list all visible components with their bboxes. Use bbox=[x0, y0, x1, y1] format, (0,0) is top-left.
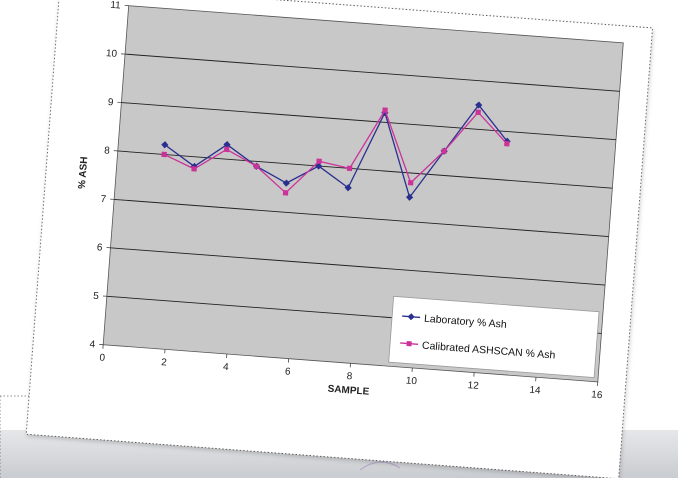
data-point-laboratory bbox=[475, 101, 483, 109]
x-tick-label: 0 bbox=[99, 352, 106, 363]
data-point-ashscan bbox=[407, 179, 414, 186]
data-point-ashscan bbox=[191, 166, 197, 172]
y-tick-label: 7 bbox=[100, 194, 107, 205]
x-axis: 0 2 4 6 8 10 12 14 16 bbox=[99, 344, 603, 401]
y-tick-label: 9 bbox=[107, 97, 114, 108]
legend-marker-laboratory bbox=[407, 313, 415, 321]
x-tick-label: 6 bbox=[284, 366, 291, 377]
y-axis: 4 5 6 7 8 9 10 11 bbox=[89, 0, 129, 351]
gridline-y bbox=[114, 198, 609, 238]
series-line-1 bbox=[163, 109, 508, 194]
x-tick-label: 2 bbox=[161, 357, 168, 368]
data-point-ashscan bbox=[382, 107, 388, 113]
legend: Laboratory % Ash Calibrated ASHSCAN % As… bbox=[388, 295, 600, 379]
y-tick-label: 10 bbox=[105, 48, 117, 60]
x-axis-title: SAMPLE bbox=[327, 384, 370, 398]
gridline-y bbox=[117, 150, 613, 189]
data-point-laboratory bbox=[344, 184, 352, 192]
data-point-laboratory bbox=[282, 179, 290, 187]
x-tick-label: 8 bbox=[346, 371, 353, 382]
y-tick-label: 5 bbox=[93, 291, 100, 302]
background-faint-curve bbox=[359, 461, 401, 471]
legend-box bbox=[388, 295, 600, 379]
gridline-y bbox=[121, 102, 617, 141]
gridline-y bbox=[110, 247, 606, 286]
legend-marker-ashscan bbox=[406, 340, 412, 347]
x-tick-label: 4 bbox=[223, 362, 230, 373]
y-tick-label: 4 bbox=[89, 339, 96, 350]
data-point-ashscan bbox=[223, 146, 230, 153]
data-point-ashscan bbox=[504, 140, 510, 147]
data-point-ashscan bbox=[253, 163, 260, 170]
gridline-y bbox=[125, 53, 620, 92]
data-point-ashscan bbox=[441, 148, 447, 154]
data-point-ashscan bbox=[161, 151, 167, 158]
data-point-laboratory bbox=[223, 140, 231, 149]
data-point-laboratory bbox=[315, 162, 323, 170]
y-tick-label: 6 bbox=[96, 242, 103, 253]
y-tick-label: 8 bbox=[104, 145, 111, 156]
x-tick-label: 10 bbox=[405, 376, 417, 388]
data-point-ashscan bbox=[475, 109, 481, 116]
data-point-ashscan bbox=[282, 190, 289, 196]
x-tick-label: 12 bbox=[467, 380, 479, 392]
x-tick-label: 16 bbox=[591, 389, 603, 401]
y-tick-label: 11 bbox=[110, 0, 122, 12]
series-line-0 bbox=[164, 104, 508, 198]
data-point-ashscan bbox=[346, 165, 353, 172]
data-point-laboratory bbox=[161, 141, 169, 149]
x-tick-label: 14 bbox=[529, 385, 541, 397]
data-point-ashscan bbox=[316, 158, 322, 165]
series-lines bbox=[161, 101, 511, 201]
chart-card: 4 5 6 7 8 9 10 11 0 2 4 6 8 10 12 14 16 Laboratory % As… bbox=[25, 0, 653, 478]
y-axis-title: % ASH bbox=[77, 156, 90, 189]
data-point-laboratory bbox=[406, 193, 414, 201]
